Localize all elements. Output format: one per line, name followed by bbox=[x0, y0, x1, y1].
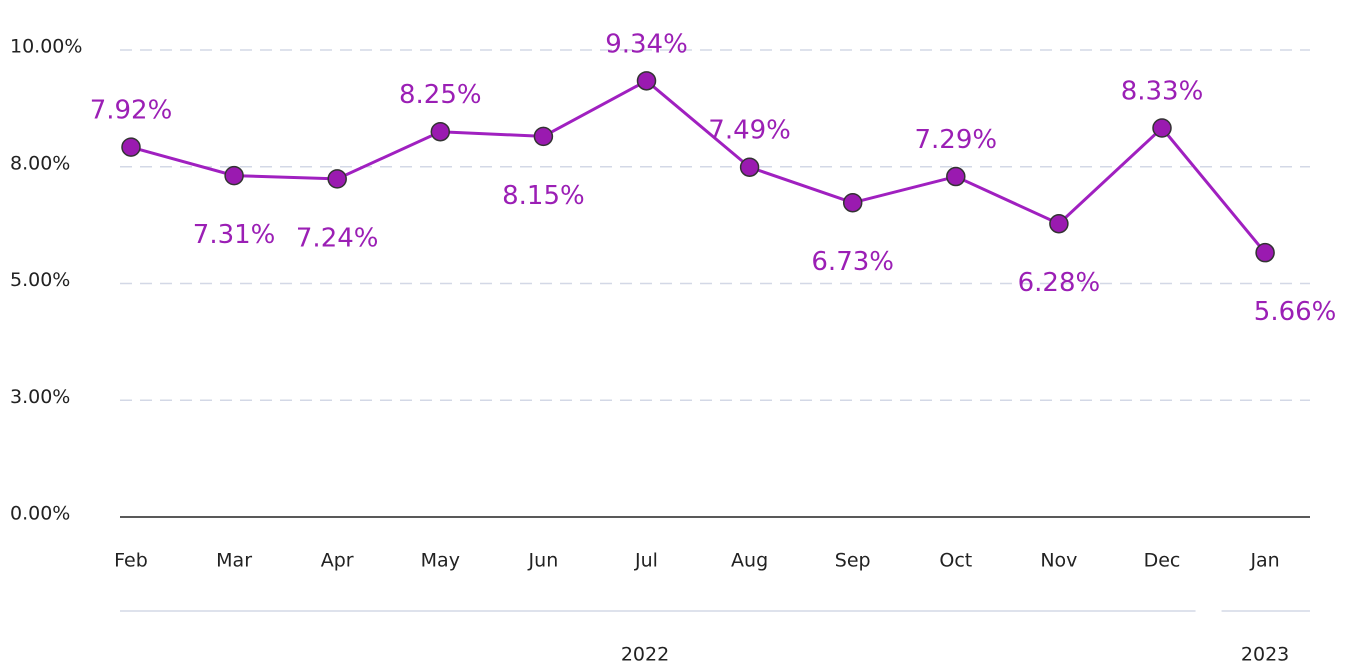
point bbox=[739, 157, 760, 177]
point bbox=[327, 169, 347, 189]
x-tick-label: May bbox=[421, 550, 460, 572]
value-label: 8.25% bbox=[399, 80, 482, 110]
point bbox=[121, 137, 141, 157]
value-label: 7.31% bbox=[193, 220, 276, 250]
x-tick-label: Mar bbox=[216, 550, 252, 572]
x-tick-label: Jun bbox=[528, 550, 559, 572]
value-label: 9.34% bbox=[605, 29, 688, 59]
x-tick-label: Nov bbox=[1040, 550, 1077, 572]
point bbox=[842, 192, 863, 213]
y-tick-label: 3.00% bbox=[10, 386, 70, 408]
x-tick-label: Feb bbox=[114, 550, 148, 572]
value-label: 8.15% bbox=[502, 181, 585, 211]
x-tick-label: Jul bbox=[634, 550, 658, 572]
y-tick-label: 8.00% bbox=[10, 152, 70, 174]
x-group-label: 2023 bbox=[1241, 644, 1289, 666]
value-label: 8.33% bbox=[1121, 76, 1204, 106]
value-label: 7.49% bbox=[708, 116, 791, 146]
point bbox=[636, 71, 657, 91]
value-label: 5.66% bbox=[1254, 297, 1337, 327]
line bbox=[130, 79, 1267, 254]
value-label: 7.29% bbox=[914, 125, 997, 155]
point bbox=[533, 126, 554, 147]
y-tick-label: 5.00% bbox=[10, 269, 70, 291]
y-tick-label: 0.00% bbox=[10, 503, 70, 525]
x-tick-label: Jan bbox=[1249, 550, 1279, 572]
x-tick-label: Apr bbox=[321, 550, 354, 572]
x-tick-label: Dec bbox=[1144, 550, 1181, 572]
x-tick-label: Sep bbox=[835, 550, 871, 572]
value-label: 6.73% bbox=[811, 247, 894, 277]
point bbox=[1255, 242, 1275, 263]
x-group-label: 2022 bbox=[621, 644, 669, 666]
point bbox=[430, 121, 451, 142]
point bbox=[1152, 118, 1172, 138]
point bbox=[946, 166, 966, 187]
value-label: 6.28% bbox=[1018, 268, 1101, 298]
point bbox=[224, 165, 244, 186]
x-tick-label: Aug bbox=[731, 550, 768, 572]
y-tick-label: 10.00% bbox=[10, 36, 82, 58]
point bbox=[1049, 213, 1069, 234]
value-label: 7.24% bbox=[296, 223, 379, 253]
value-label: 7.92% bbox=[90, 96, 173, 126]
x-tick-label: Oct bbox=[939, 550, 972, 572]
